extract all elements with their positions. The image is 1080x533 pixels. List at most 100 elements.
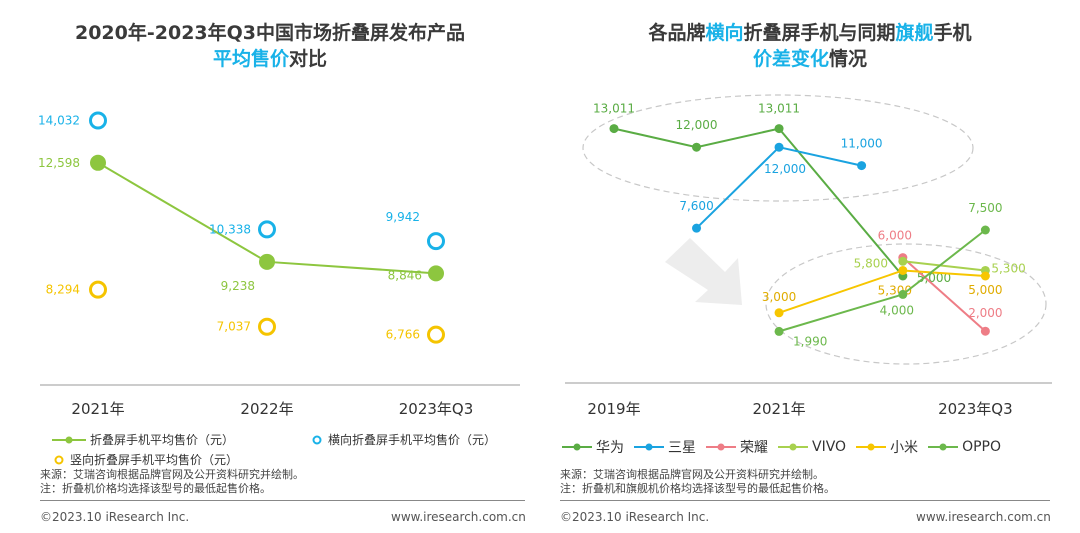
right-website[interactable]: www.iresearch.com.cn [916, 510, 1051, 524]
legend-item-brand: 华为 [562, 437, 624, 457]
legend-label: 小米 [890, 440, 919, 456]
left-data-label: 12,598 [38, 156, 80, 170]
right-data-label: 7,600 [679, 199, 713, 213]
legend-item-brand: 三星 [634, 437, 696, 457]
left-chart-title: 2020年-2023年Q3中国市场折叠屏发布产品 平均售价对比 [20, 20, 520, 72]
series-point-4 [774, 308, 784, 318]
legend-item-brand: 荣耀 [706, 437, 768, 457]
left-data-label: 10,338 [209, 222, 251, 236]
series-point-3 [898, 256, 908, 266]
right-data-label: 13,011 [758, 102, 800, 116]
left-x-tick-label: 2022年 [240, 400, 293, 418]
right-footer-divider [560, 500, 1050, 501]
left-title-line2: 平均售价对比 [212, 48, 328, 70]
right-x-tick-label: 2023年Q3 [938, 400, 1013, 418]
legend-line-marker [928, 443, 959, 451]
legend-line-marker [562, 443, 592, 451]
horizontal-avg-point [89, 111, 107, 130]
right-x-tick-label: 2019年 [587, 400, 640, 418]
left-data-label: 14,032 [38, 114, 80, 128]
series-point-1 [692, 223, 702, 233]
decorative-arrow [665, 238, 742, 305]
legend-line-marker [634, 443, 664, 451]
legend-item-brand: VIVO [778, 437, 846, 457]
left-source-note: 来源：艾瑞咨询根据品牌官网及公开资料研究并绘制。 [40, 468, 304, 481]
legend-item-brand: OPPO [928, 437, 1001, 457]
legend-label: 华为 [596, 440, 624, 456]
right-copyright: ©2023.10 iResearch Inc. [560, 510, 710, 524]
left-price-note: 注：折叠机价格均选择该型号的最低起售价格。 [40, 482, 271, 495]
legend-item-horizontal-avg: 横向折叠屏手机平均售价（元） [310, 431, 496, 448]
right-x-tick-label: 2021年 [752, 400, 805, 418]
series-point-4 [898, 265, 908, 275]
series-point-5 [898, 289, 908, 299]
left-data-label: 7,037 [217, 320, 251, 334]
legend-line-marker [52, 436, 86, 443]
vertical-avg-point [89, 280, 107, 299]
legend-item-vertical-avg: 竖向折叠屏手机平均售价（元） [52, 451, 238, 468]
series-point-0 [609, 124, 619, 134]
right-data-label: 5,000 [917, 271, 951, 285]
legend-label: VIVO [812, 439, 847, 455]
legend-ring-marker [312, 435, 322, 444]
legend-line-marker [706, 443, 736, 451]
series-point-5 [980, 225, 990, 235]
legend-line-marker [856, 443, 887, 451]
legend-label: 三星 [668, 440, 696, 456]
legend-item-brand: 小米 [856, 437, 918, 457]
right-data-label: 5,800 [854, 256, 888, 270]
right-title-line1: 各品牌横向折叠屏手机与同期旗舰手机 [648, 22, 972, 44]
left-x-tick-label: 2023年Q3 [399, 400, 474, 418]
right-price-note: 注：折叠机和旗舰机价格均选择该型号的最低起售价格。 [560, 482, 835, 495]
series-point-0 [692, 142, 702, 152]
legend-ring-marker [54, 455, 64, 464]
series-line-0 [613, 127, 904, 277]
foldable-avg-point [90, 154, 106, 171]
right-title-line2: 价差变化情况 [752, 48, 868, 70]
series-point-2 [980, 326, 990, 336]
vertical-avg-point [427, 325, 445, 344]
right-data-label: 13,011 [593, 102, 635, 116]
legend-label: 荣耀 [740, 440, 768, 456]
legend-label: OPPO [962, 439, 1001, 455]
series-point-1 [774, 142, 784, 152]
right-legend: 华为 三星 荣耀 VIVO 小米 OPPO [562, 437, 1001, 457]
highlight-ellipse-bottom [765, 243, 1047, 365]
series-point-1 [857, 161, 867, 171]
series-line-2 [902, 256, 987, 332]
left-footer-divider [40, 500, 525, 501]
left-x-tick-label: 2021年 [71, 400, 124, 418]
legend-item-foldable-avg: 折叠屏手机平均售价（元） [52, 431, 234, 448]
foldable-avg-point [259, 253, 275, 270]
left-data-label: 9,942 [386, 210, 420, 224]
vertical-avg-point [258, 317, 276, 336]
right-data-label: 5,000 [968, 283, 1002, 297]
horizontal-avg-point [427, 232, 445, 251]
left-data-label: 6,766 [386, 328, 420, 342]
highlight-ellipse-top [582, 94, 974, 202]
right-data-label: 3,000 [762, 290, 796, 304]
left-title-line1: 2020年-2023年Q3中国市场折叠屏发布产品 [74, 22, 466, 44]
left-data-label: 9,238 [221, 279, 255, 293]
series-point-0 [774, 124, 784, 134]
right-data-label: 7,500 [968, 201, 1002, 215]
right-data-label: 6,000 [878, 229, 912, 243]
right-data-label: 5,300 [991, 261, 1025, 275]
right-source-note: 来源：艾瑞咨询根据品牌官网及公开资料研究并绘制。 [560, 468, 824, 481]
series-point-4 [980, 271, 990, 281]
series-point-5 [774, 326, 784, 336]
right-data-label: 4,000 [880, 303, 914, 317]
left-website[interactable]: www.iresearch.com.cn [391, 510, 526, 524]
left-data-label: 8,294 [46, 283, 80, 297]
left-data-label: 8,846 [388, 268, 422, 282]
horizontal-avg-point [258, 220, 276, 239]
legend-line-marker [778, 443, 808, 451]
right-data-label: 11,000 [841, 137, 883, 151]
right-data-label: 12,000 [764, 162, 806, 176]
foldable-avg-point [428, 265, 444, 282]
right-chart-title: 各品牌横向折叠屏手机与同期旗舰手机 价差变化情况 [555, 20, 1065, 72]
left-copyright: ©2023.10 iResearch Inc. [40, 510, 190, 524]
right-data-label: 12,000 [676, 118, 718, 132]
series-line-3 [902, 260, 986, 272]
